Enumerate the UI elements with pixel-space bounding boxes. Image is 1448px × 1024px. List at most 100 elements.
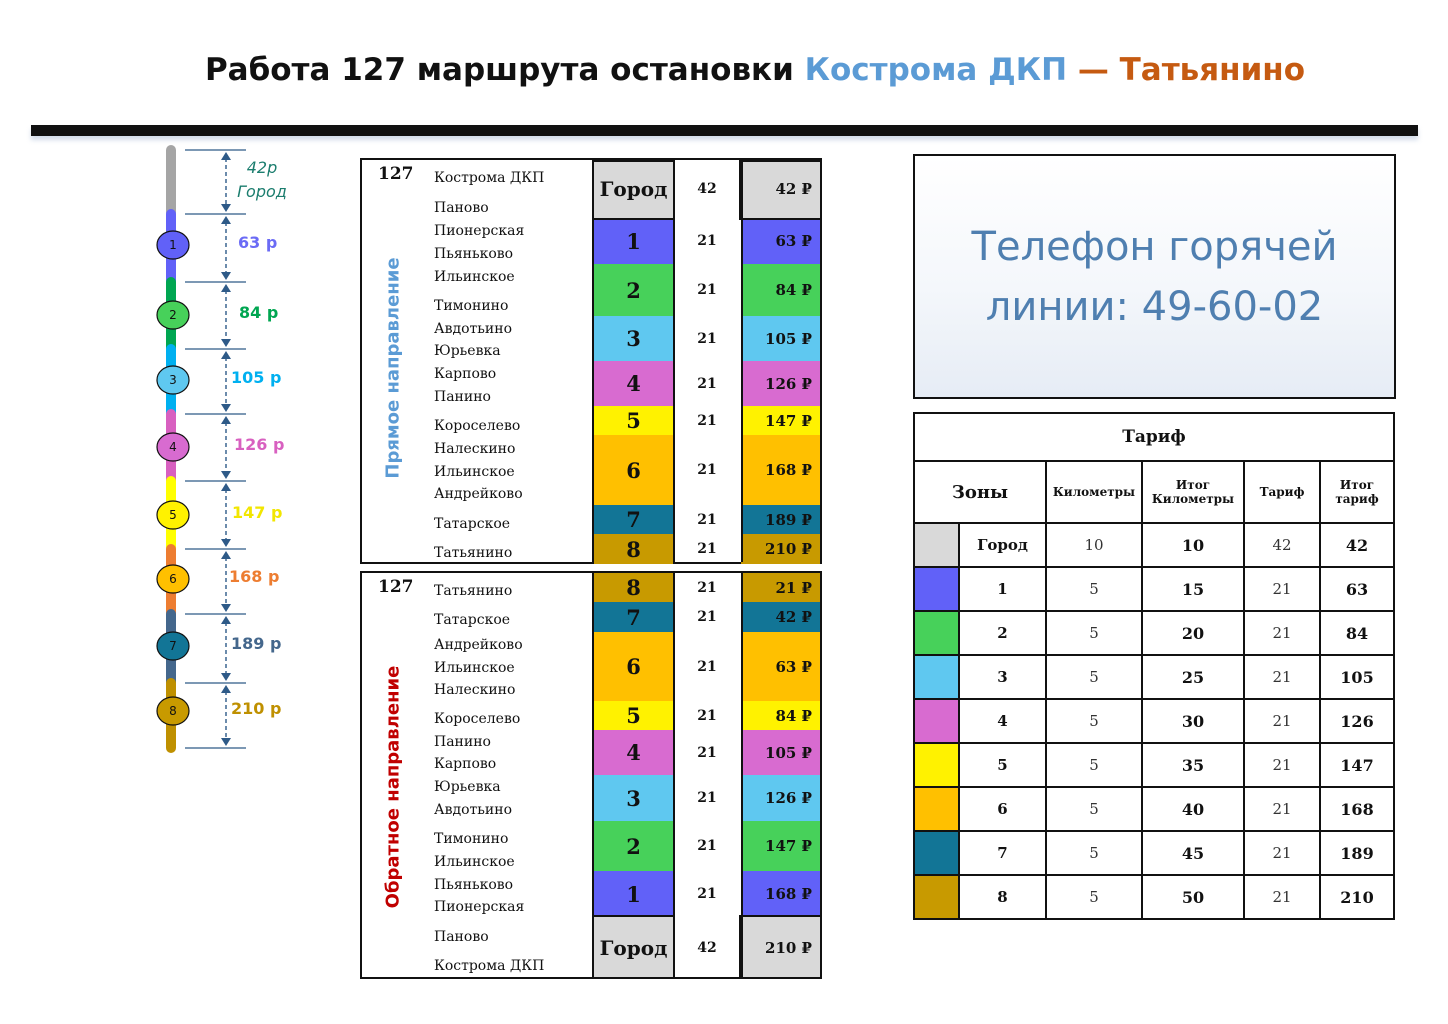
- tariff-total-km: 50: [1141, 874, 1245, 920]
- zone-price-cell: 147 ₽: [741, 821, 820, 871]
- stop-name: Ильинское: [434, 660, 515, 676]
- zone-cell: 3: [594, 775, 673, 821]
- zone-cell: 1: [594, 871, 673, 917]
- arrow-head: [221, 339, 231, 347]
- zone-price-label: 168 р: [229, 567, 280, 586]
- arrow-head: [221, 284, 231, 292]
- tariff-row: 3 5 25 21 105: [913, 654, 1395, 700]
- city-price-frame: [739, 160, 822, 220]
- stop-name: Юрьевка: [434, 343, 501, 359]
- zone-price-cell: 168 ₽: [741, 435, 820, 505]
- zone-price-cell: 42 ₽: [741, 602, 820, 632]
- column-border: [741, 160, 743, 562]
- zone-circle-2: [156, 300, 190, 330]
- zone-km-cell: 42: [697, 940, 717, 956]
- arrow-head: [221, 539, 231, 547]
- zone-cell: 5: [594, 406, 673, 435]
- stop-name: Пьяньково: [434, 877, 514, 893]
- stop-name: Ильинское: [434, 464, 515, 480]
- zone-circle-label: 3: [169, 373, 177, 387]
- zone-cell: 8: [594, 573, 673, 602]
- title-separator: —: [1067, 52, 1120, 88]
- zone-circle-7: [156, 631, 190, 661]
- arrow-head: [221, 416, 231, 424]
- tariff-total-km: 25: [1141, 654, 1245, 700]
- zone-price-cell: 168 ₽: [741, 871, 820, 917]
- tariff-total: 147: [1319, 742, 1395, 788]
- column-border: [673, 160, 675, 562]
- zone-price-cell: 147 ₽: [741, 406, 820, 435]
- tariff-rate: 21: [1243, 698, 1321, 744]
- stop-name: Авдотьино: [434, 802, 512, 818]
- tariff-total-km: 15: [1141, 566, 1245, 612]
- tariff-total-km: 10: [1141, 522, 1245, 568]
- city-price-frame: [739, 915, 822, 979]
- zone-cell: 5: [594, 701, 673, 730]
- title-destination: Татьянино: [1119, 52, 1306, 88]
- arrow-head: [221, 604, 231, 612]
- stop-name: Авдотьино: [434, 321, 512, 337]
- tariff-km: 5: [1045, 654, 1143, 700]
- arrow-head: [221, 404, 231, 412]
- stop-name: Паново: [434, 929, 489, 945]
- zone-km-cell: 42: [697, 181, 717, 197]
- page-title: Работа 127 маршрута остановки Кострома Д…: [0, 52, 1448, 88]
- zone-price-cell: 42 ₽: [741, 160, 820, 218]
- tariff-zone: 1: [958, 566, 1047, 612]
- stop-name: Карпово: [434, 366, 497, 382]
- zone-price-label: 189 р: [231, 634, 282, 653]
- zone-cell: 1: [594, 218, 673, 264]
- zone-price-cell: 63 ₽: [741, 632, 820, 701]
- stop-name: Налескино: [434, 682, 516, 698]
- stop-name: Паново: [434, 200, 489, 216]
- tariff-header-total-km: Итог Километры: [1141, 460, 1245, 524]
- zone-cell: 3: [594, 316, 673, 361]
- city-zone-frame: [592, 915, 675, 979]
- tariff-zone: 7: [958, 830, 1047, 876]
- stop-name: Кострома ДКП: [434, 170, 545, 186]
- backward-direction-table: 127 Обратное направление 8 21 21 ₽7 21 42 ₽6…: [360, 571, 822, 979]
- zone-km-cell: 21: [697, 886, 717, 902]
- tariff-rate: 21: [1243, 830, 1321, 876]
- zone-cell: 4: [594, 730, 673, 775]
- zone-price-cell: 84 ₽: [741, 264, 820, 316]
- stop-name: Тимонино: [434, 831, 509, 847]
- zone-km-cell: 21: [697, 462, 717, 478]
- arrow-head: [221, 483, 231, 491]
- stop-name: Пионерская: [434, 899, 525, 915]
- arrow-head: [221, 616, 231, 624]
- zone-cell: 2: [594, 821, 673, 871]
- tariff-rate: 21: [1243, 566, 1321, 612]
- tariff-zone-swatch: [913, 610, 960, 656]
- zone-cell: 6: [594, 435, 673, 505]
- zone-cell: 8: [594, 534, 673, 564]
- stop-name: Ильинское: [434, 854, 515, 870]
- column-border: [592, 160, 594, 562]
- stop-name: Панино: [434, 734, 491, 750]
- city-word: Город: [237, 182, 287, 201]
- zone-km-cell: 21: [697, 838, 717, 854]
- zone-km-cell: 21: [697, 511, 717, 528]
- tariff-km: 5: [1045, 874, 1143, 920]
- tariff-zone-swatch: [913, 522, 960, 568]
- backward-route-number: 127: [378, 577, 414, 597]
- stop-name: Пьяньково: [434, 246, 514, 262]
- tariff-zone: 3: [958, 654, 1047, 700]
- stop-name: Татарское: [434, 612, 511, 628]
- tariff-km: 5: [1045, 786, 1143, 832]
- stop-name: Пионерская: [434, 223, 525, 239]
- zone-cell: Город: [594, 917, 673, 979]
- tariff-header-km: Километры: [1045, 460, 1143, 524]
- zone-circle-label: 6: [169, 572, 177, 586]
- zone-km-cell: 21: [697, 609, 717, 625]
- title-prefix: Работа 127 маршрута остановки: [204, 52, 805, 88]
- zone-cell: 2: [594, 264, 673, 316]
- tariff-zone-swatch: [913, 654, 960, 700]
- stop-name: Татьянино: [434, 545, 513, 561]
- zone-km-cell: 21: [697, 375, 717, 392]
- zone-km-cell: 21: [697, 707, 717, 724]
- tariff-header-tariff: Тариф: [1243, 460, 1321, 524]
- arrow-head: [221, 738, 231, 746]
- column-border: [741, 573, 743, 977]
- zone-circle-label: 1: [169, 238, 177, 252]
